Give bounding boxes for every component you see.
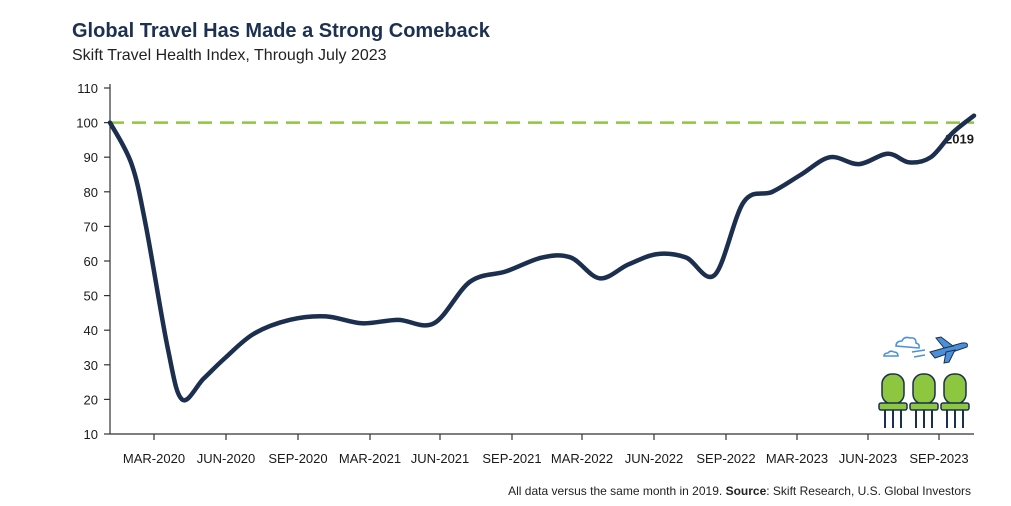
seat-cushion (878, 402, 908, 411)
x-tick-label: JUN-2022 (625, 451, 684, 466)
x-tick-label: MAR-2023 (766, 451, 828, 466)
x-tick-label: JUN-2023 (839, 451, 898, 466)
y-tick-label: 40 (84, 323, 98, 338)
x-tick-label: SEP-2021 (482, 451, 541, 466)
cloud-icon (883, 336, 920, 357)
airplane-icon (911, 336, 968, 364)
chart-title: Global Travel Has Made a Strong Comeback (72, 20, 490, 42)
x-tick-label: JUN-2021 (411, 451, 470, 466)
chart-footer: All data versus the same month in 2019. … (508, 484, 971, 498)
y-tick-label: 70 (84, 219, 98, 234)
x-axis: MAR-2020 JUN-2020 SEP-2020 MAR-2021 JUN-2021… (110, 433, 974, 466)
chart-subtitle: Skift Travel Health Index, Through July … (72, 47, 387, 64)
x-tick-label: MAR-2020 (123, 451, 185, 466)
y-tick-label: 100 (76, 116, 98, 131)
seat-back (912, 373, 936, 405)
y-tick-label: 60 (84, 254, 98, 269)
footer-source-label: Source (725, 484, 767, 498)
seat-row-icon (878, 373, 970, 428)
y-tick-label: 30 (84, 358, 98, 373)
footer-source-text: : Skift Research, U.S. Global Investors (766, 484, 971, 498)
y-tick-label: 90 (84, 150, 98, 165)
x-tick-label: SEP-2023 (909, 451, 968, 466)
seat-cushion (909, 402, 939, 411)
footer-note: All data versus the same month in 2019. (508, 484, 723, 498)
x-tick-label: JUN-2020 (197, 451, 256, 466)
seat-back (943, 373, 967, 405)
x-tick-label: MAR-2022 (551, 451, 613, 466)
y-tick-label: 80 (84, 185, 98, 200)
y-tick-label: 10 (84, 427, 98, 442)
seat-back (881, 373, 905, 405)
seat-cushion (940, 402, 970, 411)
x-tick-label: MAR-2021 (339, 451, 401, 466)
line-chart: 10 20 30 40 50 60 70 80 90 100 110 MAR-2020 JUN-202… (76, 81, 977, 466)
y-tick-label: 20 (84, 392, 98, 407)
y-tick-label: 50 (84, 289, 98, 304)
x-tick-label: SEP-2022 (696, 451, 755, 466)
x-tick-label: SEP-2020 (268, 451, 327, 466)
travel-seats-airplane-icon (878, 336, 970, 428)
y-tick-label: 110 (77, 81, 98, 96)
series-line (107, 113, 977, 403)
y-axis: 10 20 30 40 50 60 70 80 90 100 110 (76, 81, 111, 442)
